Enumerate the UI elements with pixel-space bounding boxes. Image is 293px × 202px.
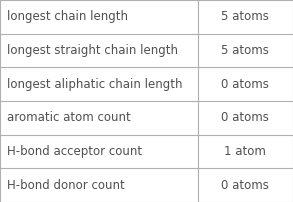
Text: longest straight chain length: longest straight chain length: [7, 44, 178, 57]
Text: 5 atoms: 5 atoms: [222, 10, 269, 23]
Text: 0 atoms: 0 atoms: [222, 78, 269, 91]
Text: 0 atoms: 0 atoms: [222, 179, 269, 192]
Text: H-bond acceptor count: H-bond acceptor count: [7, 145, 142, 158]
Text: longest chain length: longest chain length: [7, 10, 128, 23]
Text: 0 atoms: 0 atoms: [222, 111, 269, 124]
Text: longest aliphatic chain length: longest aliphatic chain length: [7, 78, 183, 91]
Text: H-bond donor count: H-bond donor count: [7, 179, 125, 192]
Text: aromatic atom count: aromatic atom count: [7, 111, 131, 124]
Text: 1 atom: 1 atom: [224, 145, 266, 158]
Text: 5 atoms: 5 atoms: [222, 44, 269, 57]
